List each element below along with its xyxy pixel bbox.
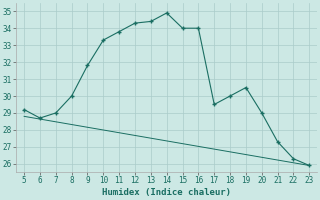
- X-axis label: Humidex (Indice chaleur): Humidex (Indice chaleur): [102, 188, 231, 197]
